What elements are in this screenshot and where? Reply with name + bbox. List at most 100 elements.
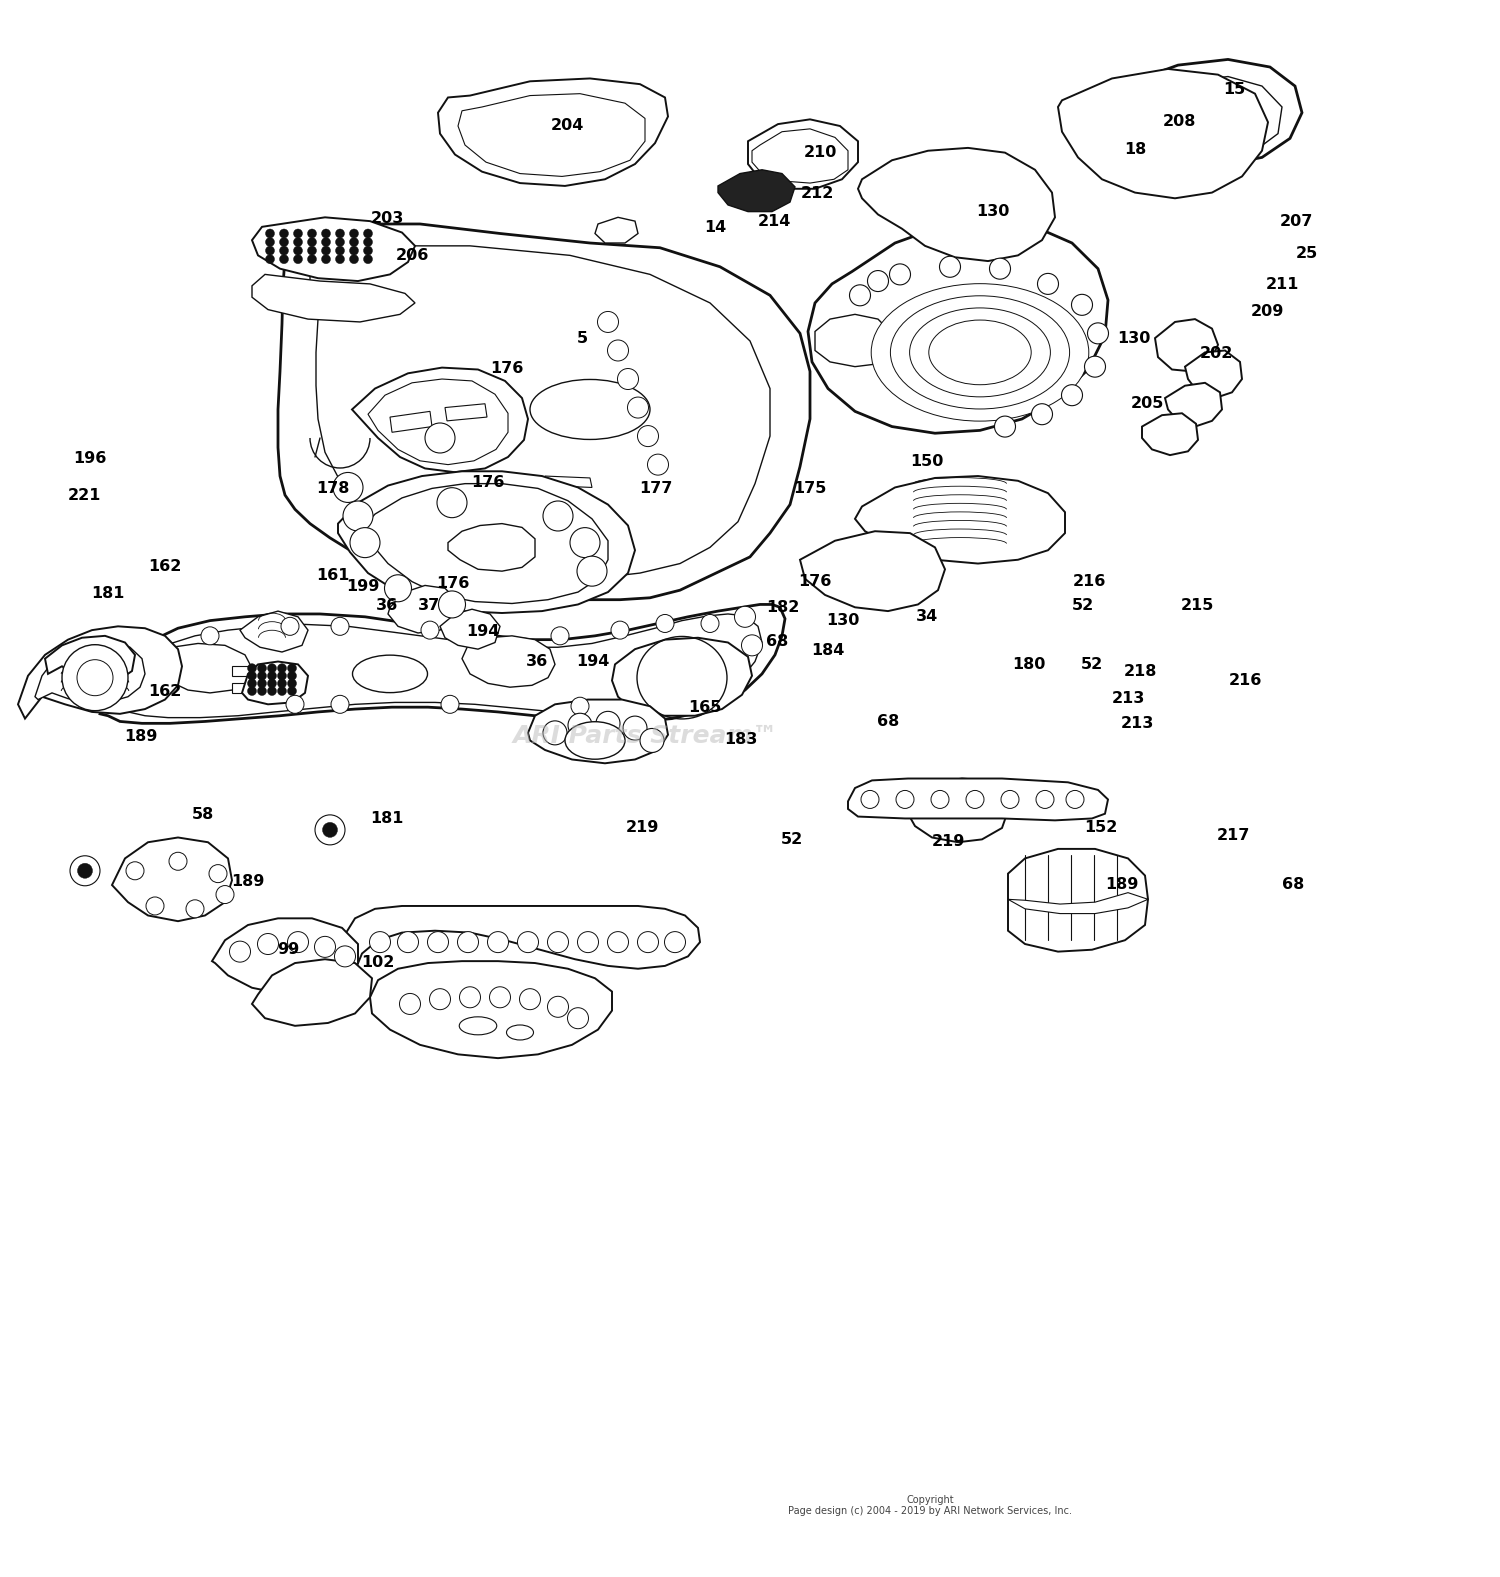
Circle shape bbox=[741, 636, 762, 656]
Circle shape bbox=[78, 863, 93, 878]
Circle shape bbox=[288, 664, 297, 673]
Circle shape bbox=[966, 790, 984, 809]
Text: 189: 189 bbox=[124, 729, 158, 743]
Polygon shape bbox=[118, 613, 762, 718]
Text: 214: 214 bbox=[758, 214, 790, 229]
Text: 52: 52 bbox=[1082, 656, 1102, 672]
Circle shape bbox=[618, 369, 639, 390]
Circle shape bbox=[308, 246, 316, 255]
Circle shape bbox=[427, 932, 448, 953]
Text: 216: 216 bbox=[1228, 673, 1262, 688]
Ellipse shape bbox=[459, 1017, 497, 1035]
Circle shape bbox=[1036, 790, 1054, 809]
Polygon shape bbox=[800, 531, 945, 612]
Circle shape bbox=[735, 606, 756, 628]
Ellipse shape bbox=[352, 654, 428, 692]
Circle shape bbox=[572, 697, 590, 716]
Circle shape bbox=[867, 271, 888, 292]
Text: 196: 196 bbox=[74, 451, 106, 465]
Circle shape bbox=[384, 574, 411, 602]
Circle shape bbox=[429, 989, 450, 1009]
Polygon shape bbox=[1058, 69, 1268, 199]
Text: 102: 102 bbox=[362, 956, 394, 970]
Text: 180: 180 bbox=[1013, 656, 1046, 672]
Text: 58: 58 bbox=[192, 806, 213, 822]
Text: 15: 15 bbox=[1224, 82, 1245, 98]
Text: 215: 215 bbox=[1180, 598, 1214, 613]
Circle shape bbox=[568, 713, 592, 736]
Polygon shape bbox=[242, 661, 308, 705]
Text: ARI Parts Stream™: ARI Parts Stream™ bbox=[512, 724, 777, 747]
Circle shape bbox=[288, 678, 297, 688]
Text: 203: 203 bbox=[370, 211, 404, 226]
Polygon shape bbox=[252, 959, 372, 1025]
Circle shape bbox=[350, 229, 358, 238]
Text: 176: 176 bbox=[490, 361, 524, 375]
Polygon shape bbox=[748, 120, 858, 189]
Text: 218: 218 bbox=[1124, 664, 1156, 680]
Circle shape bbox=[548, 932, 568, 953]
Text: 213: 213 bbox=[1112, 691, 1144, 706]
Circle shape bbox=[627, 397, 648, 418]
Polygon shape bbox=[390, 412, 432, 432]
Text: 14: 14 bbox=[705, 221, 726, 235]
Polygon shape bbox=[252, 274, 416, 322]
Polygon shape bbox=[211, 918, 358, 995]
Text: 209: 209 bbox=[1251, 304, 1284, 319]
Circle shape bbox=[201, 626, 219, 645]
Circle shape bbox=[990, 259, 1011, 279]
Ellipse shape bbox=[566, 722, 626, 759]
Text: 162: 162 bbox=[148, 558, 182, 574]
Circle shape bbox=[334, 946, 356, 967]
Circle shape bbox=[321, 254, 330, 263]
Circle shape bbox=[278, 686, 286, 695]
Circle shape bbox=[548, 997, 568, 1017]
Circle shape bbox=[209, 864, 226, 883]
Ellipse shape bbox=[891, 296, 1070, 408]
Polygon shape bbox=[612, 637, 752, 716]
Circle shape bbox=[332, 695, 350, 713]
Circle shape bbox=[363, 229, 372, 238]
Polygon shape bbox=[1125, 60, 1302, 164]
Circle shape bbox=[267, 678, 276, 688]
Circle shape bbox=[170, 852, 188, 871]
Circle shape bbox=[861, 790, 879, 809]
Circle shape bbox=[258, 934, 279, 954]
Circle shape bbox=[344, 501, 374, 531]
Circle shape bbox=[321, 246, 330, 255]
Circle shape bbox=[638, 426, 658, 446]
Text: 52: 52 bbox=[1072, 598, 1094, 613]
Circle shape bbox=[610, 621, 628, 639]
Circle shape bbox=[308, 229, 316, 238]
Ellipse shape bbox=[928, 320, 1030, 385]
Circle shape bbox=[322, 822, 338, 837]
Circle shape bbox=[459, 987, 480, 1008]
Circle shape bbox=[266, 254, 274, 263]
Polygon shape bbox=[252, 218, 416, 281]
Circle shape bbox=[640, 729, 664, 752]
Polygon shape bbox=[368, 378, 508, 465]
Polygon shape bbox=[438, 79, 668, 186]
Text: 210: 210 bbox=[804, 145, 837, 159]
Circle shape bbox=[436, 487, 466, 517]
Circle shape bbox=[1062, 385, 1083, 405]
Text: 162: 162 bbox=[148, 683, 182, 699]
Circle shape bbox=[1084, 356, 1106, 377]
Text: 176: 176 bbox=[471, 475, 504, 490]
Text: 177: 177 bbox=[639, 481, 672, 497]
Circle shape bbox=[363, 246, 372, 255]
Circle shape bbox=[333, 473, 363, 503]
Polygon shape bbox=[1008, 893, 1148, 913]
Ellipse shape bbox=[871, 284, 1089, 421]
Text: 165: 165 bbox=[688, 700, 722, 714]
Circle shape bbox=[248, 664, 256, 673]
Polygon shape bbox=[462, 636, 555, 688]
Text: 194: 194 bbox=[466, 623, 500, 639]
Circle shape bbox=[596, 711, 619, 735]
Circle shape bbox=[939, 257, 960, 278]
Circle shape bbox=[62, 645, 128, 711]
Text: 189: 189 bbox=[1106, 877, 1138, 893]
Text: 202: 202 bbox=[1200, 345, 1233, 361]
Circle shape bbox=[664, 932, 686, 953]
Polygon shape bbox=[1155, 319, 1218, 372]
